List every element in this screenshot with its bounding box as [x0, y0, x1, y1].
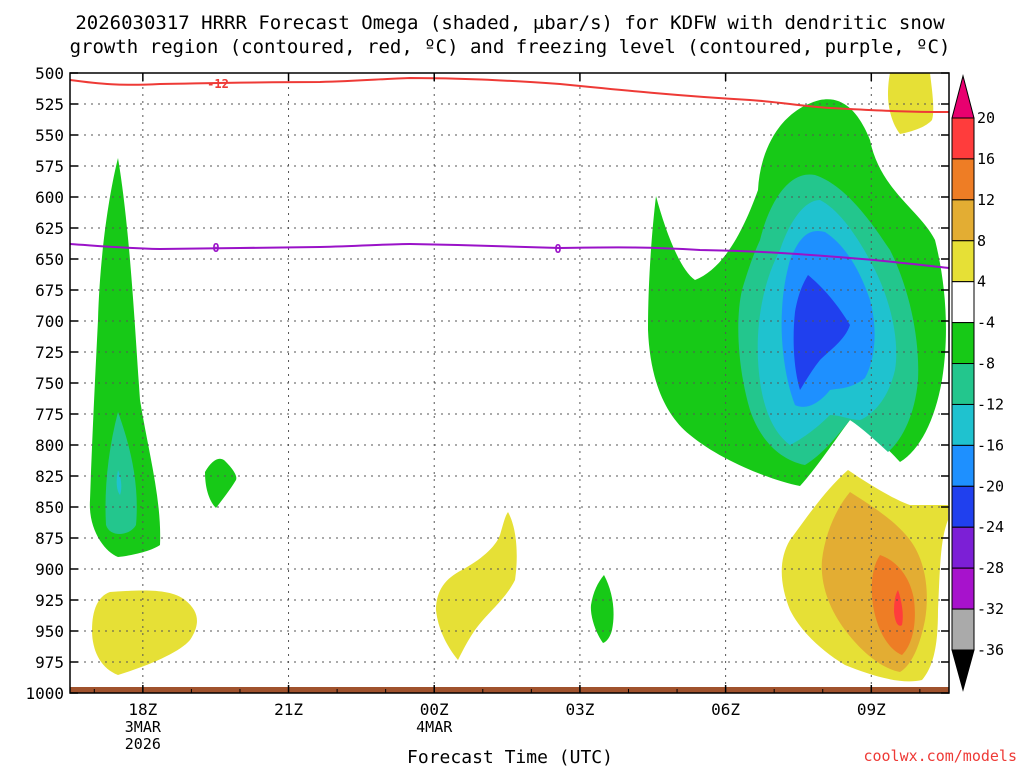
colorbar-bin — [951, 281, 975, 324]
grid-lines — [70, 73, 949, 693]
omega-shade-orange — [871, 555, 915, 655]
colorbar-level-label: 20 — [977, 109, 995, 127]
colorbar-bin — [951, 363, 975, 405]
x-tick-label: 21Z — [274, 700, 303, 719]
y-tick-label: 750 — [35, 374, 64, 393]
colorbar-bin — [951, 567, 975, 610]
chart-title-line1: 2026030317 HRRR Forecast Omega (shaded, … — [75, 12, 945, 34]
y-tick-label: 675 — [35, 281, 64, 300]
colorbar-bin — [951, 608, 975, 651]
colorbar-bin — [951, 485, 975, 528]
freezing-contour-label: 0 — [212, 241, 219, 255]
colorbar-bin — [951, 444, 975, 487]
colorbar-level-label: 4 — [977, 273, 986, 291]
omega-shade-green — [590, 575, 614, 643]
colorbar-bin — [951, 240, 975, 283]
x-tick-year: 2026 — [125, 735, 161, 753]
omega-shade-cyan — [116, 470, 122, 495]
y-tick-label: 575 — [35, 157, 64, 176]
x-axis-label: Forecast Time (UTC) — [407, 747, 613, 768]
dgz-contour-label: -12 — [207, 77, 229, 91]
y-tick-label: 550 — [35, 126, 64, 145]
colorbar-bin — [951, 117, 975, 160]
y-tick-label: 975 — [35, 653, 64, 672]
colorbar-level-label: -4 — [977, 314, 995, 332]
colorbar: 20 16 12 8 4 -4 -8 -12 -16 -20 -24 -28 -32 -36 — [951, 74, 1004, 692]
colorbar-bin — [951, 199, 975, 242]
colorbar-level-label: -20 — [977, 477, 1004, 495]
x-tick-label: 06Z — [711, 700, 740, 719]
colorbar-bottom-arrow — [951, 649, 975, 692]
y-tick-label: 525 — [35, 95, 64, 114]
colorbar-bin — [951, 403, 975, 446]
colorbar-bin — [951, 322, 975, 365]
y-tick-label: 825 — [35, 467, 64, 486]
colorbar-level-label: -24 — [977, 518, 1004, 536]
y-tick-label: 925 — [35, 591, 64, 610]
x-tick-label: 03Z — [565, 700, 594, 719]
colorbar-level-label: -32 — [977, 600, 1004, 618]
y-tick-label: 875 — [35, 529, 64, 548]
y-tick-label: 725 — [35, 343, 64, 362]
omega-shade-darkblue — [793, 275, 850, 390]
y-tick-label: 1000 — [25, 684, 64, 703]
colorbar-level-label: -8 — [977, 355, 995, 373]
colorbar-bin — [951, 526, 975, 569]
y-tick-label: 800 — [35, 436, 64, 455]
surface-strip — [70, 687, 949, 693]
omega-shade-yellow — [92, 590, 197, 675]
omega-shade-teal — [105, 412, 137, 535]
y-tick-label: 625 — [35, 219, 64, 238]
x-tick-label: 00Z — [420, 700, 449, 719]
colorbar-bin — [951, 158, 975, 201]
colorbar-level-label: 16 — [977, 150, 995, 168]
y-tick-label: 700 — [35, 312, 64, 331]
colorbar-level-label: -12 — [977, 395, 1004, 413]
colorbar-level-label: -16 — [977, 436, 1004, 454]
y-tick-label: 850 — [35, 498, 64, 517]
y-tick-label: 650 — [35, 250, 64, 269]
colorbar-level-label: 12 — [977, 191, 995, 209]
omega-shade-green — [205, 458, 237, 508]
credit-text: coolwx.com/models — [863, 747, 1017, 765]
y-tick-label: 500 — [35, 64, 64, 83]
y-axis: 500 525 550 575 600 625 650 675 700 725 750 775 800 8… — [25, 64, 949, 703]
colorbar-level-label: -36 — [977, 641, 1004, 659]
x-tick-date: 3MAR — [125, 718, 162, 736]
colorbar-level-label: 8 — [977, 232, 986, 250]
chart-title-line2: growth region (contoured, red, ºC) and f… — [70, 36, 951, 58]
omega-shade-yellow — [436, 512, 517, 660]
y-tick-label: 775 — [35, 405, 64, 424]
omega-shade-green — [89, 158, 161, 557]
y-tick-label: 950 — [35, 622, 64, 641]
colorbar-top-arrow — [951, 74, 975, 119]
freezing-contour-label: 0 — [554, 242, 561, 256]
y-tick-label: 900 — [35, 560, 64, 579]
dgz-minus12-contour — [69, 76, 950, 113]
freezing-level-contour — [69, 242, 950, 269]
omega-shade-red — [894, 590, 903, 626]
x-tick-label: 09Z — [857, 700, 886, 719]
x-tick-date: 4MAR — [416, 718, 453, 736]
y-tick-label: 600 — [35, 188, 64, 207]
colorbar-level-label: -28 — [977, 559, 1004, 577]
chart-title: 2026030317 HRRR Forecast Omega (shaded, … — [70, 12, 951, 58]
plot-area: -12 0 0 — [69, 72, 950, 694]
x-tick-label: 18Z — [128, 700, 157, 719]
